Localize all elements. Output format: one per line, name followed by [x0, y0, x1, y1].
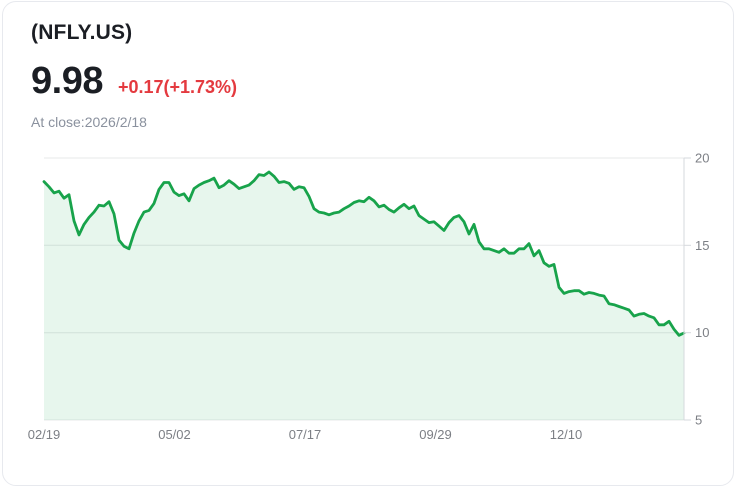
y-axis-label: 20: [695, 151, 709, 166]
x-axis-label: 07/17: [289, 427, 322, 442]
price-row: 9.98 +0.17(+1.73%): [31, 60, 237, 103]
x-axis-label: 09/29: [419, 427, 452, 442]
y-axis-label: 10: [695, 325, 709, 340]
price-chart-svg: 20 15 10 5 02/19 05/02 07/17 09/29 12/10: [28, 151, 710, 443]
area-fill: [44, 172, 684, 420]
symbol-title: (NFLY.US): [31, 21, 133, 44]
price-chart: 20 15 10 5 02/19 05/02 07/17 09/29 12/10: [3, 142, 733, 462]
x-axis-label: 05/02: [158, 427, 191, 442]
y-axis-label: 5: [695, 413, 702, 428]
price-line: [42, 170, 686, 337]
price-change: +0.17(+1.73%): [117, 77, 238, 97]
x-axis-label: 02/19: [28, 427, 61, 442]
last-price: 9.98: [31, 60, 103, 102]
y-axis-label: 15: [695, 238, 709, 253]
x-axis-label: 12/10: [550, 427, 583, 442]
as-of-timestamp: At close:2026/2/18: [31, 114, 147, 130]
